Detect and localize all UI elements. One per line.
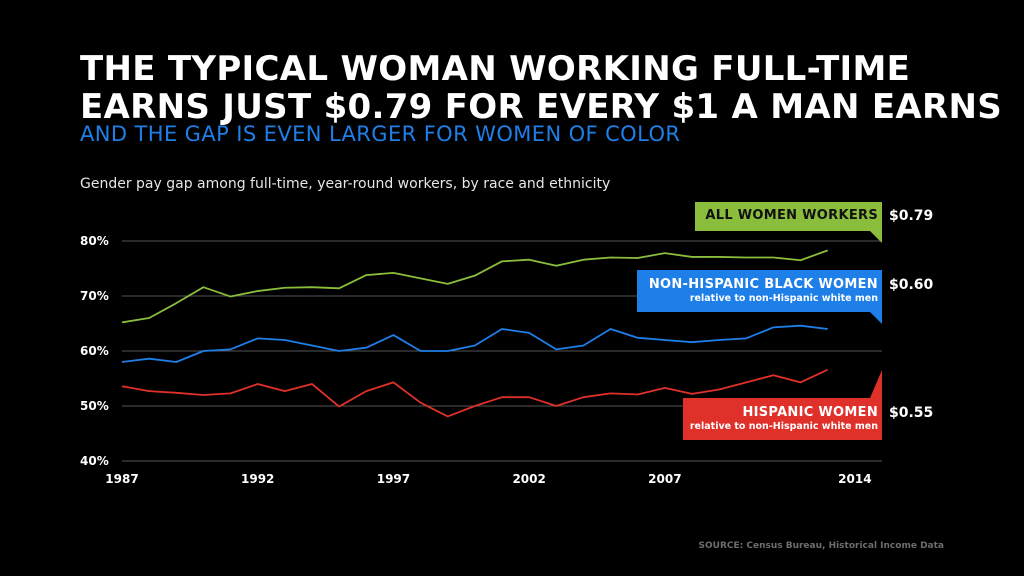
callout-box-all [695,202,882,231]
callout-box-black [637,270,882,312]
legend-black-women-note: relative to non-Hispanic white men [689,293,878,304]
end-value-black-women: $0.60 [889,277,934,293]
series-line-hispanic [121,368,829,418]
y-tick-label: 40% [80,454,109,468]
legend-hispanic-women-note: relative to non-Hispanic white men [689,421,878,432]
end-value-hispanic-women: $0.55 [889,405,934,421]
chart-series [121,249,829,418]
callout-pointer-black [870,312,882,324]
legend-black-women: NON-HISPANIC BLACK WOMEN relative to non… [649,277,878,304]
legend-hispanic-women-name: HISPANIC WOMEN [742,405,878,420]
x-tick-label: 1992 [241,472,274,486]
series-callouts [637,202,882,440]
x-tick-label: 2002 [512,472,545,486]
x-tick-label: 2007 [648,472,681,486]
callout-pointer-all [870,231,882,243]
legend-all-women-name: ALL WOMEN WORKERS [705,208,878,223]
end-value-all-women: $0.79 [889,208,934,224]
callout-pointer-hispanic [870,370,882,398]
legend-all-women: ALL WOMEN WORKERS [705,208,878,223]
y-tick-label: 70% [80,289,109,303]
series-line-all [121,249,829,324]
page-subtitle: AND THE GAP IS EVEN LARGER FOR WOMEN OF … [80,122,681,146]
y-tick-label: 50% [80,399,109,413]
x-tick-label: 2014 [838,472,871,486]
x-tick-label: 1987 [105,472,138,486]
source-note: SOURCE: Census Bureau, Historical Income… [698,541,945,551]
legend-black-women-name: NON-HISPANIC BLACK WOMEN [648,277,878,292]
callout-box-hispanic [683,398,882,440]
chart-title: Gender pay gap among full-time, year-rou… [80,176,611,192]
x-axis-ticks: 1987 1992 1997 2002 2007 2014 [105,472,871,486]
title-line-2: EARNS JUST $0.79 FOR EVERY $1 A MAN EARN… [80,87,1003,127]
series-line-black [121,324,828,363]
page-title: THE TYPICAL WOMAN WORKING FULL-TIME EARN… [80,50,1002,126]
legend-hispanic-women: HISPANIC WOMEN relative to non-Hispanic … [690,405,878,432]
x-tick-label: 1997 [377,472,410,486]
y-axis-ticks: 40% 50% 60% 70% 80% [80,234,109,468]
y-tick-label: 80% [80,234,109,248]
y-tick-label: 60% [80,344,109,358]
title-line-1: THE TYPICAL WOMAN WORKING FULL-TIME [80,49,911,89]
